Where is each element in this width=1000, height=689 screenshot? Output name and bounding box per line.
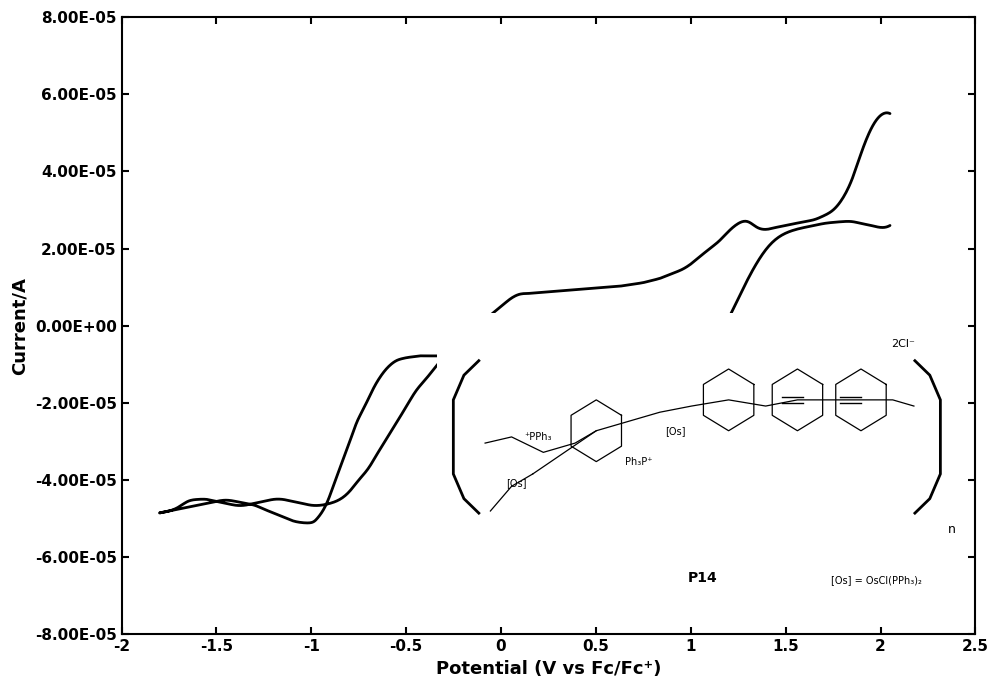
X-axis label: Potential (V vs Fc/Fc⁺): Potential (V vs Fc/Fc⁺) [436,660,661,678]
Y-axis label: Current/A: Current/A [11,277,29,375]
